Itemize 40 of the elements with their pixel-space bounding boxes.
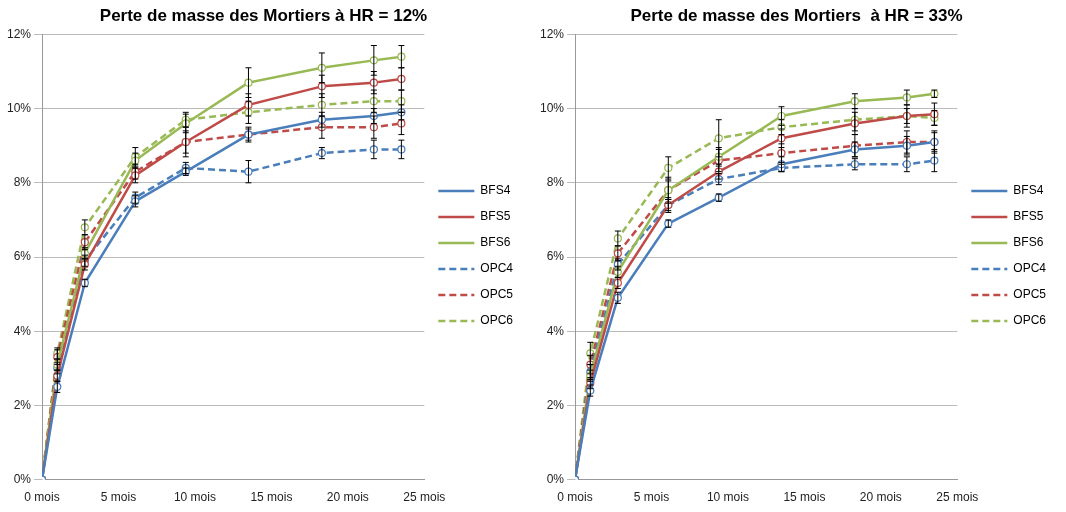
x-tick-label: 10 mois	[706, 490, 749, 505]
chart-title: Perte de masse des Mortiers à HR = 33%	[630, 5, 963, 25]
x-tick-label: 5 mois	[100, 490, 137, 505]
legend-label: BFS6	[1013, 235, 1044, 250]
y-tick-label: 0%	[546, 471, 565, 486]
legend-label: BFS5	[1013, 209, 1044, 224]
x-tick-label: 10 mois	[173, 490, 216, 505]
y-tick-label: 10%	[539, 100, 565, 115]
y-tick-label: 6%	[13, 249, 32, 264]
x-tick-label: 5 mois	[633, 490, 670, 505]
legend-label: OPC5	[1013, 287, 1047, 302]
x-tick-label: 15 mois	[783, 490, 826, 505]
legend-label: BFS4	[480, 183, 511, 198]
legend-label: BFS5	[480, 209, 511, 224]
x-tick-label: 25 mois	[403, 490, 446, 505]
legend-label: BFS4	[1013, 183, 1044, 198]
y-tick-label: 6%	[546, 249, 565, 264]
y-tick-label: 8%	[546, 175, 565, 190]
chart-title: Perte de masse des Mortiers à HR = 12%	[99, 5, 428, 25]
x-tick-label: 15 mois	[250, 490, 293, 505]
legend-label: BFS6	[480, 235, 511, 250]
legend-label: OPC6	[1013, 313, 1047, 328]
y-tick-label: 2%	[13, 397, 32, 412]
y-tick-label: 8%	[13, 175, 32, 190]
y-tick-label: 12%	[539, 26, 565, 41]
x-tick-label: 25 mois	[936, 490, 979, 505]
y-tick-label: 4%	[546, 323, 565, 338]
y-tick-label: 2%	[546, 397, 565, 412]
y-tick-label: 0%	[13, 471, 32, 486]
x-tick-label: 0 mois	[24, 490, 60, 505]
legend-label: OPC5	[480, 287, 514, 302]
legend-label: OPC4	[1013, 261, 1047, 276]
y-tick-label: 12%	[6, 26, 32, 41]
x-tick-label: 20 mois	[859, 490, 902, 505]
y-tick-label: 4%	[13, 323, 32, 338]
legend-label: OPC4	[480, 261, 514, 276]
legend-label: OPC6	[480, 313, 514, 328]
x-tick-label: 0 mois	[557, 490, 593, 505]
x-tick-label: 20 mois	[326, 490, 369, 505]
y-tick-label: 10%	[6, 100, 32, 115]
